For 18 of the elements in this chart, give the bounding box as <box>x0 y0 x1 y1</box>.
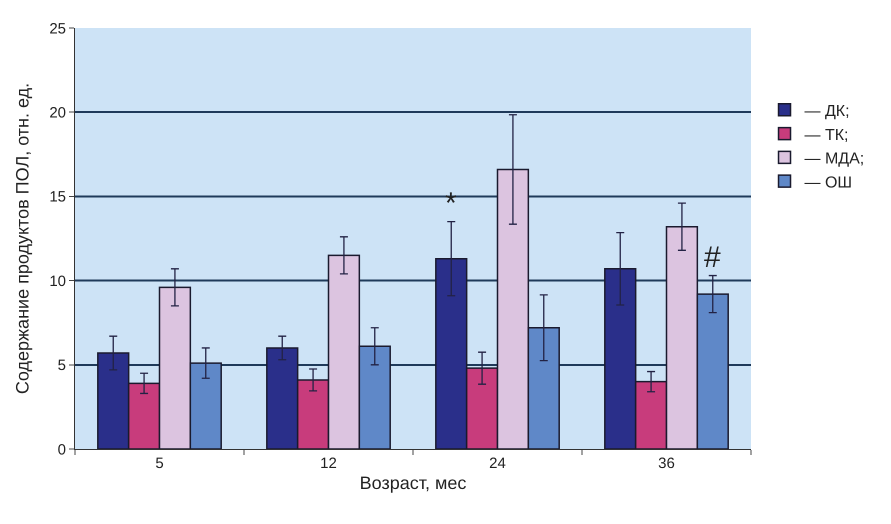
x-tick-label: 5 <box>155 455 164 472</box>
y-tick-label: 10 <box>49 272 66 290</box>
y-axis-title: Содержание продуктов ПОЛ, отн. ед. <box>12 82 33 394</box>
legend-label: — ОШ <box>804 174 852 192</box>
y-tick-label: 25 <box>49 20 66 38</box>
x-tick-label: 24 <box>489 455 506 472</box>
legend-label: — ДК; <box>804 103 850 120</box>
annotation: * <box>445 187 457 220</box>
y-tick-label: 0 <box>58 441 66 458</box>
x-tick-label: 12 <box>320 455 337 472</box>
y-tick-label: 15 <box>49 188 66 206</box>
legend-label: — ТК; <box>804 126 849 144</box>
y-tick-label: 20 <box>49 104 66 122</box>
x-tick-label: 36 <box>658 455 675 472</box>
y-tick-label: 5 <box>58 357 66 374</box>
annotation: # <box>704 241 721 274</box>
x-axis-title: Возраст, мес <box>360 473 466 494</box>
legend-label: — МДА; <box>804 150 864 168</box>
